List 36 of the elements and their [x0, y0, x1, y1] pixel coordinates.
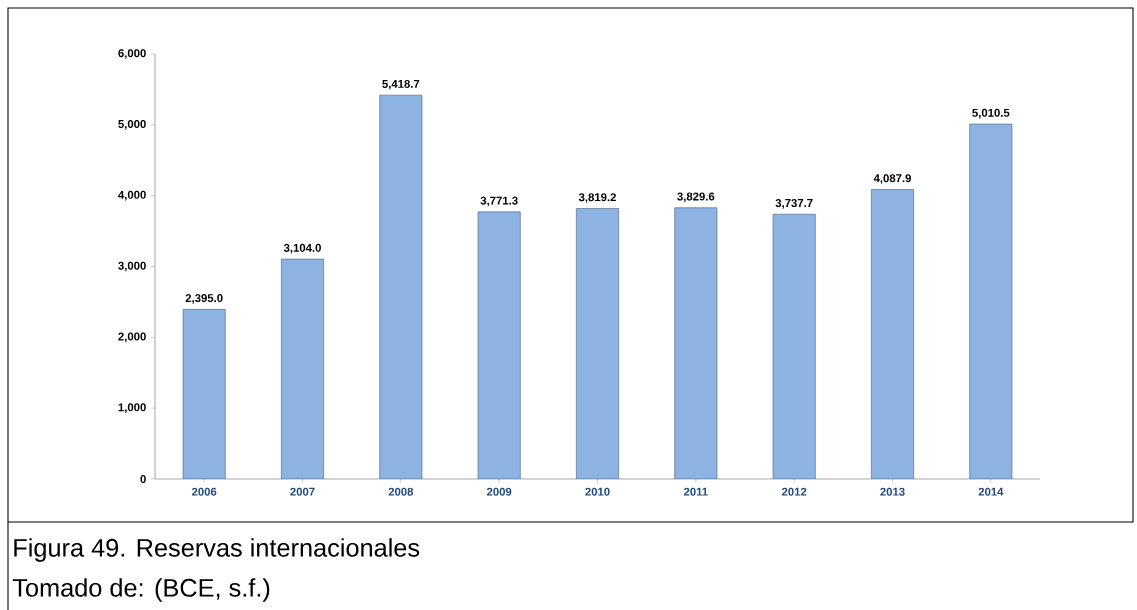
x-tick-label: 2011: [683, 487, 708, 496]
y-tick-label: 4,000: [118, 190, 146, 201]
bar: [477, 211, 521, 479]
x-tick-label: 2013: [880, 487, 905, 496]
data-label: 3,819.2: [578, 193, 616, 203]
x-tick-label: 2009: [486, 487, 512, 496]
text: Figura 49. Reservas internacionales: [14, 538, 420, 562]
data-label: 3,104.0: [283, 243, 321, 254]
y-tick-label: 2,000: [118, 332, 146, 343]
bar: [772, 213, 816, 479]
x-tick-label: 2014: [978, 487, 1004, 496]
y-tick-label: 3,000: [118, 261, 146, 272]
y-tick-label: 0: [140, 474, 146, 483]
data-label: 3,737.7: [775, 198, 813, 209]
bar: [871, 189, 914, 479]
bar: [379, 94, 423, 479]
bar: [576, 208, 619, 479]
x-tick-label: 2008: [388, 487, 414, 496]
text: Tomado de: (BCE, s.f.): [12, 578, 270, 602]
data-label: 3,829.6: [677, 192, 715, 203]
x-tick-label: 2006: [191, 487, 217, 496]
data-label: 2,395.0: [185, 294, 223, 304]
y-tick-label: 5,000: [118, 120, 146, 130]
x-tick-label: 2012: [781, 487, 807, 496]
y-tick-label: 6,000: [118, 49, 146, 59]
bar: [281, 258, 324, 479]
x-tick-label: 2010: [585, 487, 610, 496]
x-tick-label: 2007: [290, 487, 315, 496]
data-label: 3,771.3: [480, 196, 518, 207]
bar: [674, 207, 718, 479]
bar: [182, 309, 226, 479]
data-label: 4,087.9: [873, 174, 911, 184]
data-label: 5,010.5: [972, 108, 1010, 119]
data-label: 5,418.7: [382, 79, 420, 90]
bar: [969, 123, 1013, 479]
y-tick-label: 1,000: [118, 403, 146, 413]
